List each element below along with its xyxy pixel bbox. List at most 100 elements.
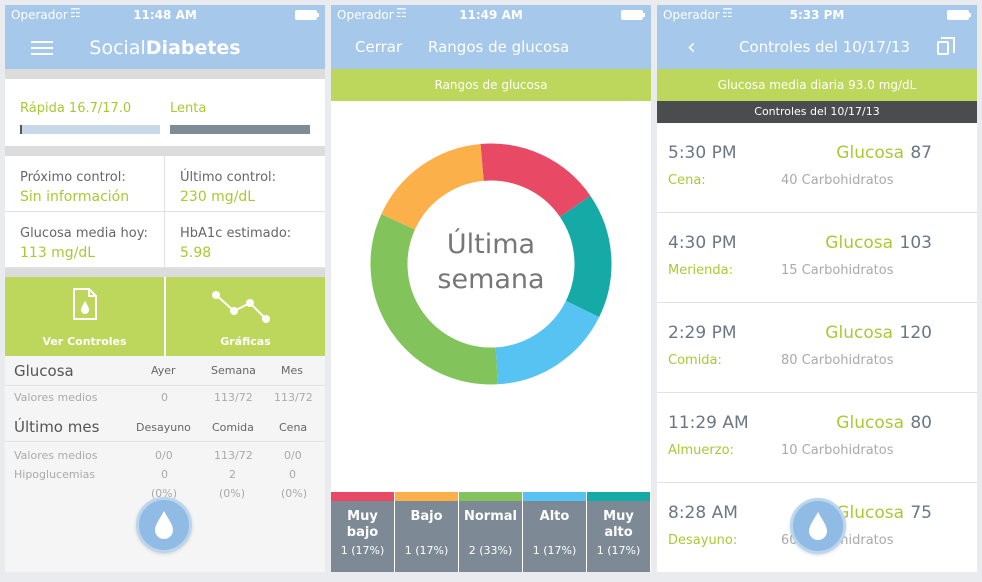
carrier-label: Operador: [11, 8, 68, 22]
wifi-icon: ☶: [722, 6, 733, 20]
rangos-screen: Operador ☶ 11:49 AM Cerrar Rangos de glu…: [331, 5, 651, 572]
lenta-bar: [170, 125, 310, 134]
donut-arc: [495, 300, 600, 385]
drop-icon: [155, 511, 173, 539]
entry-glucosa-value: 87: [910, 143, 932, 163]
entry-meal: Almuerzo:: [668, 443, 734, 458]
hipo-comida: 2: [229, 468, 236, 481]
hba1c-value: 5.98: [180, 245, 212, 261]
control-entry[interactable]: 2:29 PM Glucosa 120 Comida: 80 Carbohidratos: [657, 303, 977, 393]
document-icon: [73, 288, 97, 320]
entry-glucosa-label: Glucosa: [825, 233, 893, 253]
chart-line-icon: [212, 291, 270, 323]
add-reading-button[interactable]: [136, 497, 192, 553]
ver-controles-button[interactable]: Ver Controles: [5, 277, 164, 356]
ver-controles-label: Ver Controles: [42, 335, 127, 348]
carrier-label: Operador: [663, 8, 720, 22]
navbar: [657, 5, 977, 69]
col-cena: Cena: [279, 421, 308, 434]
media-label: Glucosa media hoy:: [20, 226, 148, 241]
proximo-label: Próximo control:: [20, 170, 126, 185]
glucosa-header: Glucosa: [14, 362, 74, 380]
divider: [5, 69, 325, 79]
vm-ayer: 0: [161, 391, 168, 404]
range-color-cap: [523, 492, 586, 501]
rapida-bar: [20, 125, 160, 134]
vm-semana: 113/72: [214, 391, 253, 404]
proximo-value: Sin información: [20, 189, 130, 205]
pct-comida: (0%): [219, 487, 246, 500]
hipoglucemias-label: Hipoglucemias: [14, 468, 96, 481]
date-band: Controles del 10/17/13: [657, 101, 977, 123]
entry-carbs: 10 Carbohidratos: [781, 443, 894, 458]
entry-carbs: 15 Carbohidratos: [781, 263, 894, 278]
range-count: 1 (17%): [340, 544, 385, 557]
graficas-label: Gráficas: [220, 335, 271, 348]
graficas-button[interactable]: Gráficas: [166, 277, 325, 356]
control-entry[interactable]: 11:29 AM Glucosa 80 Almuerzo: 10 Carbohidrat…: [657, 393, 977, 483]
clock: 11:49 AM: [459, 8, 523, 22]
page-title: Controles del 10/17/13: [739, 38, 911, 56]
carrier-label: Operador: [337, 8, 394, 22]
control-entry[interactable]: 5:30 PM Glucosa 87 Cena: 40 Carbohidratos: [657, 123, 977, 213]
col-desayuno: Desayuno: [136, 421, 191, 434]
navbar: [5, 5, 325, 69]
range-name: Muy alto: [603, 509, 634, 540]
col-comida: Comida: [212, 421, 254, 434]
ultimo-mes-header-row: Último mes Desayuno Comida Cena: [5, 416, 325, 442]
section-band: Rangos de glucosa: [331, 69, 651, 101]
range-count: 1 (17%): [532, 544, 577, 557]
range-name: Muy bajo: [346, 509, 379, 540]
entry-glucosa-value: 75: [910, 503, 932, 523]
valores-medios-label: Valores medios: [14, 391, 98, 404]
entry-glucosa-value: 120: [899, 323, 932, 343]
battery-icon: [947, 10, 971, 20]
glucosa-header-row: Glucosa Ayer Semana Mes: [5, 362, 325, 386]
range-name: Bajo: [410, 509, 443, 524]
control-entry[interactable]: 4:30 PM Glucosa 103 Merienda: 15 Carbohidrat…: [657, 213, 977, 303]
donut-center-label: Última semana: [391, 227, 591, 297]
vm-mes: 113/72: [274, 391, 313, 404]
copy-icon[interactable]: [937, 37, 955, 55]
hipo-cena: 0: [289, 468, 296, 481]
page-title: Rangos de glucosa: [428, 38, 570, 56]
range-count: 2 (33%): [468, 544, 513, 557]
back-icon[interactable]: ‹: [687, 35, 696, 60]
col-mes: Mes: [281, 364, 303, 377]
donut-arc: [381, 143, 485, 231]
donut-center-line2: semana: [437, 264, 545, 295]
range-segment[interactable]: Alto 1 (17%): [523, 492, 586, 572]
clock: 11:48 AM: [133, 8, 197, 22]
add-reading-button[interactable]: [790, 498, 846, 554]
vm2-comida: 113/72: [214, 449, 253, 462]
pct-cena: (0%): [281, 487, 308, 500]
navbar: [331, 5, 651, 69]
battery-icon: [295, 10, 319, 20]
hba1c-cell: HbA1c estimado: 5.98: [165, 212, 325, 268]
clock: 5:33 PM: [789, 8, 845, 22]
status-bar: Operador ☶ 11:49 AM: [331, 5, 651, 25]
cerrar-button[interactable]: Cerrar: [355, 38, 403, 56]
donut-arc: [559, 195, 612, 318]
range-count: 1 (17%): [404, 544, 449, 557]
status-bar: Operador ☶ 5:33 PM: [657, 5, 977, 25]
app-logo: SocialDiabetes: [89, 37, 241, 59]
battery-icon: [621, 10, 645, 20]
range-donut-chart: [370, 143, 612, 385]
menu-icon[interactable]: [31, 41, 53, 55]
divider: [5, 268, 325, 277]
entry-time: 4:30 PM: [668, 233, 737, 253]
pct-desayuno: (0%): [151, 487, 178, 500]
entry-glucosa-value: 80: [910, 413, 932, 433]
range-segment[interactable]: Muy alto 1 (17%): [587, 492, 650, 572]
vm2-desayuno: 0/0: [155, 449, 173, 462]
hipo-desayuno: 0: [161, 468, 168, 481]
entry-glucosa-label: Glucosa: [836, 503, 904, 523]
entry-glucosa-label: Glucosa: [825, 323, 893, 343]
range-color-cap: [331, 492, 394, 501]
range-segment[interactable]: Bajo 1 (17%): [395, 492, 458, 572]
range-segment[interactable]: Normal 2 (33%): [459, 492, 522, 572]
range-color-cap: [459, 492, 522, 501]
range-segment[interactable]: Muy bajo 1 (17%): [331, 492, 394, 572]
donut-arc: [480, 143, 591, 218]
